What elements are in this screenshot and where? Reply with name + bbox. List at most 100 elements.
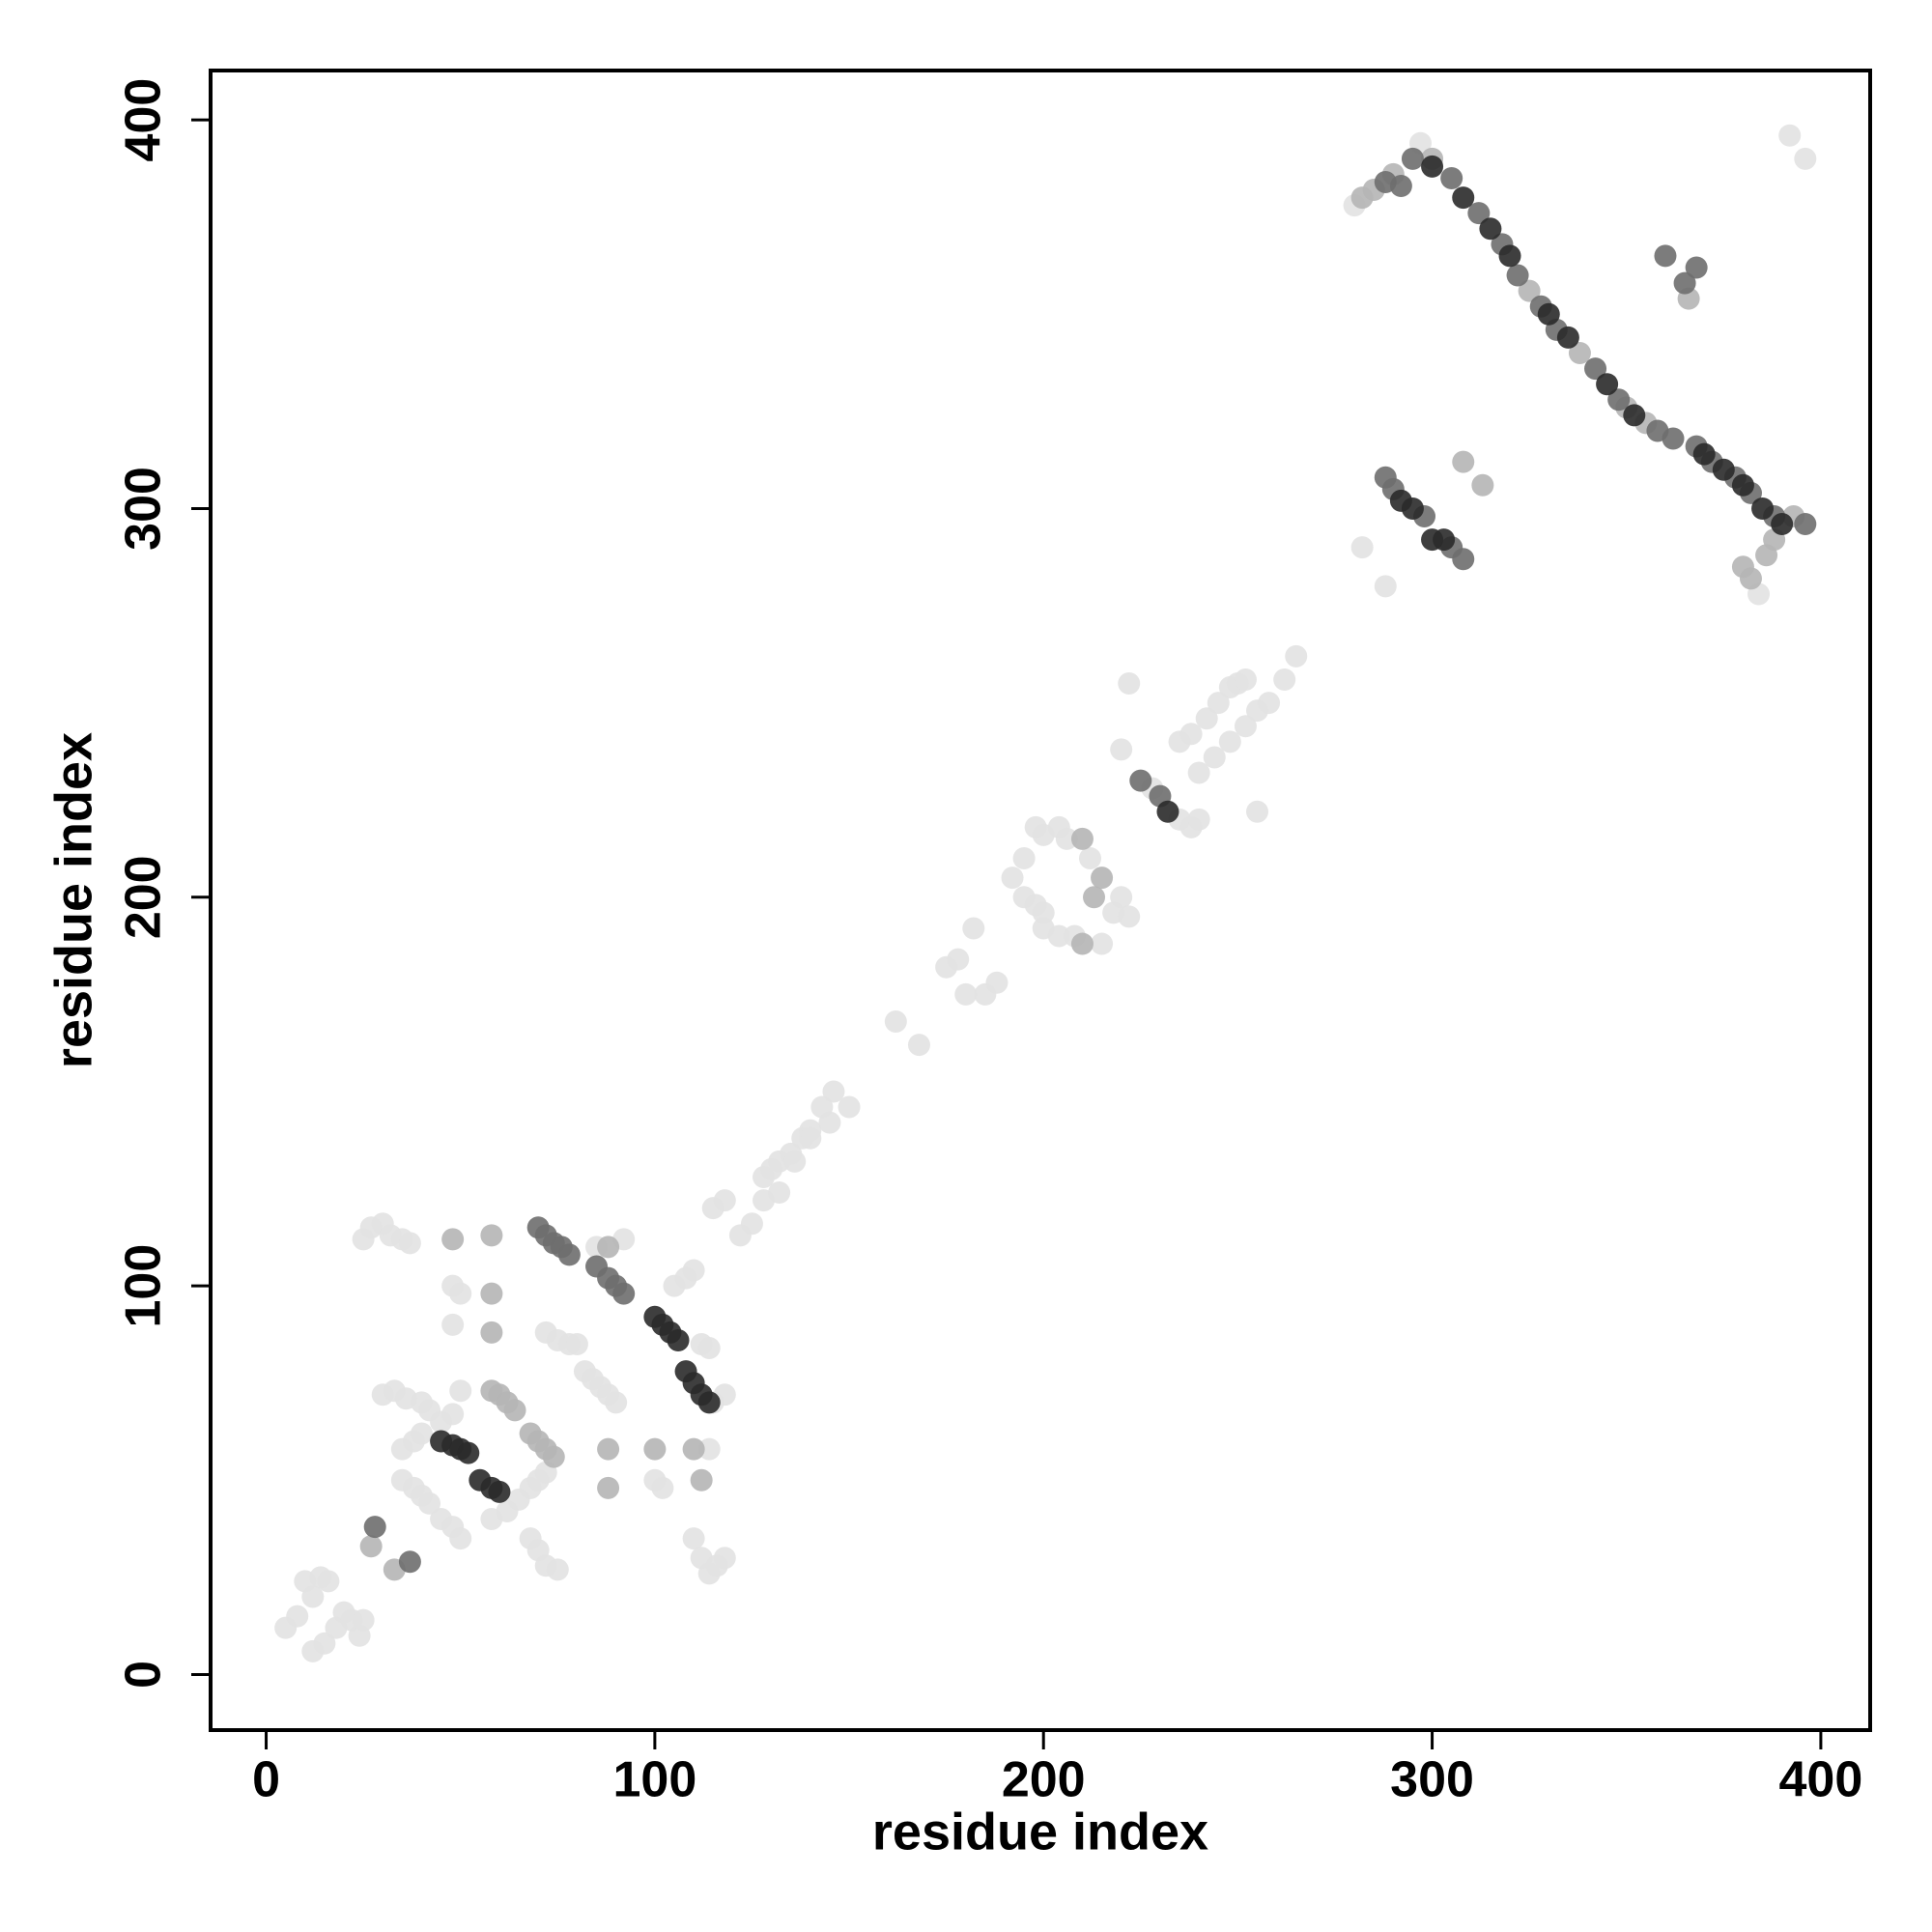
point bbox=[542, 1445, 565, 1468]
point bbox=[1568, 342, 1591, 365]
point bbox=[1012, 847, 1036, 870]
point bbox=[1218, 730, 1241, 753]
point bbox=[697, 1336, 721, 1359]
point bbox=[1001, 867, 1024, 890]
point bbox=[1246, 800, 1269, 823]
point bbox=[1471, 473, 1494, 497]
point bbox=[682, 1527, 705, 1550]
point bbox=[1083, 886, 1106, 909]
point bbox=[398, 1550, 421, 1574]
point bbox=[1452, 450, 1475, 473]
point bbox=[1234, 715, 1257, 738]
point bbox=[363, 1516, 386, 1539]
point bbox=[480, 1321, 503, 1344]
point bbox=[1479, 217, 1502, 241]
point bbox=[1389, 174, 1412, 197]
point bbox=[612, 1282, 636, 1305]
point bbox=[441, 1403, 465, 1426]
point bbox=[1452, 548, 1475, 571]
point bbox=[1078, 847, 1101, 870]
point bbox=[359, 1535, 383, 1558]
point bbox=[907, 1034, 930, 1057]
point bbox=[651, 1476, 674, 1499]
point bbox=[954, 982, 978, 1006]
point bbox=[1467, 202, 1491, 225]
point bbox=[713, 1547, 736, 1570]
point bbox=[398, 1232, 421, 1255]
point bbox=[962, 917, 985, 940]
point bbox=[1556, 326, 1579, 349]
point bbox=[1537, 302, 1560, 326]
point bbox=[1794, 513, 1817, 536]
point bbox=[410, 1422, 433, 1445]
point bbox=[1179, 723, 1203, 746]
point bbox=[799, 1126, 822, 1150]
point bbox=[1118, 671, 1141, 695]
point bbox=[740, 1212, 763, 1236]
point bbox=[1110, 738, 1133, 761]
point bbox=[1401, 497, 1424, 520]
point bbox=[605, 1391, 628, 1414]
point bbox=[1401, 147, 1424, 170]
point bbox=[1778, 124, 1802, 147]
point bbox=[1091, 932, 1114, 955]
point bbox=[643, 1437, 667, 1461]
point bbox=[1673, 271, 1696, 295]
point bbox=[301, 1585, 325, 1608]
point bbox=[985, 971, 1009, 994]
y-tick-label: 400 bbox=[116, 78, 172, 162]
point bbox=[503, 1399, 526, 1422]
point bbox=[1692, 442, 1716, 466]
point bbox=[1421, 155, 1444, 178]
point bbox=[1285, 644, 1308, 668]
plot-frame bbox=[209, 69, 1872, 1732]
point bbox=[1433, 528, 1456, 552]
point bbox=[1623, 404, 1646, 427]
point bbox=[441, 1228, 465, 1251]
point bbox=[597, 1236, 620, 1259]
point bbox=[1203, 746, 1226, 769]
point bbox=[441, 1313, 465, 1336]
point bbox=[488, 1480, 511, 1503]
point bbox=[557, 1243, 581, 1266]
point bbox=[1118, 905, 1141, 928]
point bbox=[1055, 827, 1078, 850]
point bbox=[1440, 166, 1463, 189]
point bbox=[1091, 867, 1114, 890]
point bbox=[947, 948, 970, 971]
x-tick-label: 200 bbox=[1002, 1752, 1086, 1808]
point bbox=[565, 1332, 588, 1355]
point bbox=[838, 1095, 861, 1119]
point bbox=[1654, 244, 1677, 268]
point bbox=[1751, 497, 1775, 520]
y-tick-label: 300 bbox=[116, 467, 172, 551]
point bbox=[667, 1328, 690, 1351]
point bbox=[480, 1282, 503, 1305]
y-tick-label: 200 bbox=[116, 855, 172, 939]
point bbox=[1685, 256, 1708, 279]
point bbox=[352, 1608, 375, 1632]
point bbox=[1187, 761, 1210, 784]
point bbox=[713, 1189, 736, 1212]
point bbox=[449, 1379, 472, 1403]
point bbox=[1739, 567, 1762, 590]
point bbox=[682, 1259, 705, 1282]
point bbox=[1662, 427, 1685, 450]
point bbox=[597, 1476, 620, 1499]
point bbox=[597, 1437, 620, 1461]
y-tick-label: 0 bbox=[116, 1661, 172, 1689]
point bbox=[1498, 244, 1521, 268]
point bbox=[697, 1437, 721, 1461]
y-axis-label: residue index bbox=[44, 732, 102, 1068]
point bbox=[1070, 827, 1094, 850]
point bbox=[1731, 473, 1754, 497]
y-tick-label: 100 bbox=[116, 1244, 172, 1328]
point bbox=[1047, 924, 1070, 948]
x-tick-label: 100 bbox=[612, 1752, 696, 1808]
point bbox=[1374, 575, 1397, 598]
x-tick-label: 300 bbox=[1390, 1752, 1474, 1808]
point bbox=[822, 1080, 845, 1103]
point bbox=[1452, 186, 1475, 210]
point bbox=[1258, 692, 1281, 715]
